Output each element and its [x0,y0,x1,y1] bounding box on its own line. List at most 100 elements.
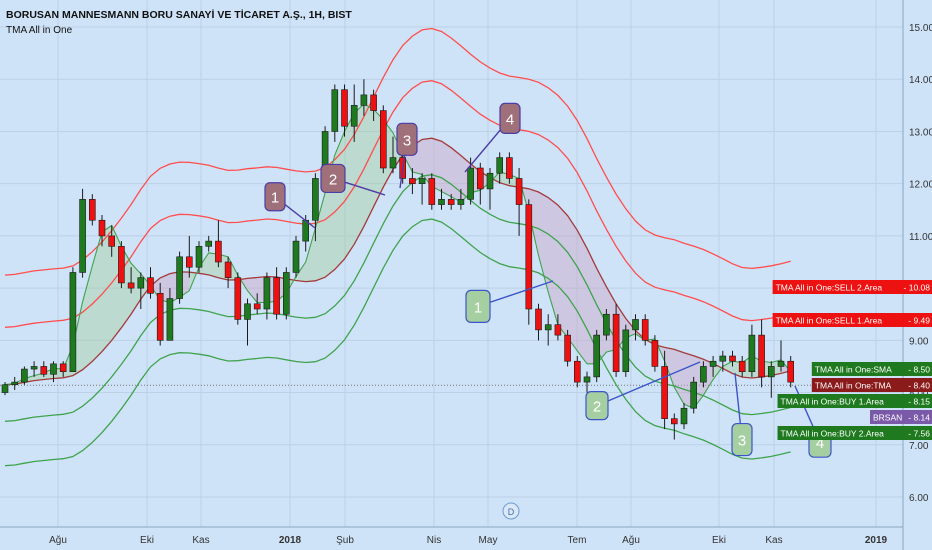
candle-body [418,178,426,184]
buy-2-band [4,218,791,467]
band-fill-segment [92,231,102,362]
signal-label: 3 [403,132,411,149]
candle-body [331,89,339,132]
candle-body [360,94,368,106]
x-tick-label: Ağu [49,535,67,546]
candle-body [40,366,48,375]
price-label-value: - 8.40 [908,381,930,391]
candle-body [98,219,106,237]
candle-body [661,366,668,419]
x-tick-label: May [479,535,498,546]
signal-pointer [596,361,701,407]
candle-body [1,384,9,393]
candle-body [758,334,765,378]
candle-body [428,178,436,205]
candle-body [302,219,310,242]
signal-label: 2 [329,171,337,188]
band-fill-segment [538,192,549,293]
event-marker-label: D [508,507,515,517]
candle-body [166,298,174,341]
candle-body [496,157,504,174]
band-fill-segment [247,277,258,303]
candle-body [486,172,494,190]
candle-body [748,334,756,372]
candle-body [719,355,727,362]
signal-box [585,391,609,421]
band-fill-segment [451,147,461,202]
band-fill-segment [664,347,675,388]
price-label-name: TMA All in One:SMA [815,365,892,375]
candle-body [118,246,125,284]
candle-body [234,277,242,320]
band-fill-segment [305,228,316,282]
candle-body [622,329,630,372]
band-fill-segment [363,104,374,227]
candle-body [670,418,678,425]
candle-body [350,105,358,127]
band-fill-segment [722,361,733,374]
candle-body [341,89,348,127]
price-label-name: TMA All in One:BUY 1.Area [781,397,885,407]
candle-body [709,360,717,367]
x-tick-label: Eki [712,535,726,546]
signal-box [320,163,346,194]
candle-body [11,381,18,386]
price-label-bg [777,426,932,440]
candle-body [457,199,465,205]
candle-body [30,366,38,370]
candle-body [447,199,455,205]
band-fill-segment [557,205,568,338]
price-label-bg [777,394,932,408]
candle-body [515,178,523,205]
candle-body [467,167,474,200]
candle-body [147,277,154,294]
signal-box [264,182,286,212]
candle-body [632,319,639,331]
candle-body [21,368,28,383]
candle-body [438,199,445,205]
band-fill-segment [441,141,452,197]
candle-body [282,272,290,315]
indicator-name: TMA All in One [6,25,73,36]
band-fill-segment [199,252,209,275]
candle-body [176,256,183,299]
buy-1-band [4,174,791,422]
candle-body [506,157,513,179]
band-fill-segment [34,372,44,381]
y-tick-label: 12.00 [909,180,932,191]
x-tick-label: Kas [765,535,782,546]
event-marker-icon[interactable] [502,502,520,520]
band-fill-segment [548,197,558,325]
candle-body [389,157,397,169]
candle-body [700,366,707,383]
candle-body [89,199,96,221]
candle-body [50,363,57,375]
candle-body [690,381,698,409]
band-fill-segment [296,262,306,282]
candle-body [69,272,77,372]
candle-body [738,360,746,372]
candle-body [409,178,416,184]
sell-2-band [4,27,791,276]
tma-line [4,137,791,386]
y-tick-label: 7.00 [909,441,929,452]
candle-body [573,360,581,383]
signal-label: 1 [474,299,482,316]
candle-body [156,293,164,341]
x-tick-label: 2019 [865,535,888,546]
band-fill-segment [82,265,93,370]
price-label-value: - 8.14 [908,413,930,423]
candle-body [186,256,193,268]
candle-body [263,277,271,310]
candle-body [127,282,135,289]
x-tick-label: Eki [140,535,154,546]
price-label-bg [811,378,932,392]
candle-body [787,360,795,383]
candle-body [593,334,601,378]
price-label-name: TMA All in One:SELL 1.Area [776,316,883,326]
signal-box [396,122,418,156]
x-tick-label: Şub [336,535,354,546]
price-label-value: - 10.08 [904,283,931,293]
